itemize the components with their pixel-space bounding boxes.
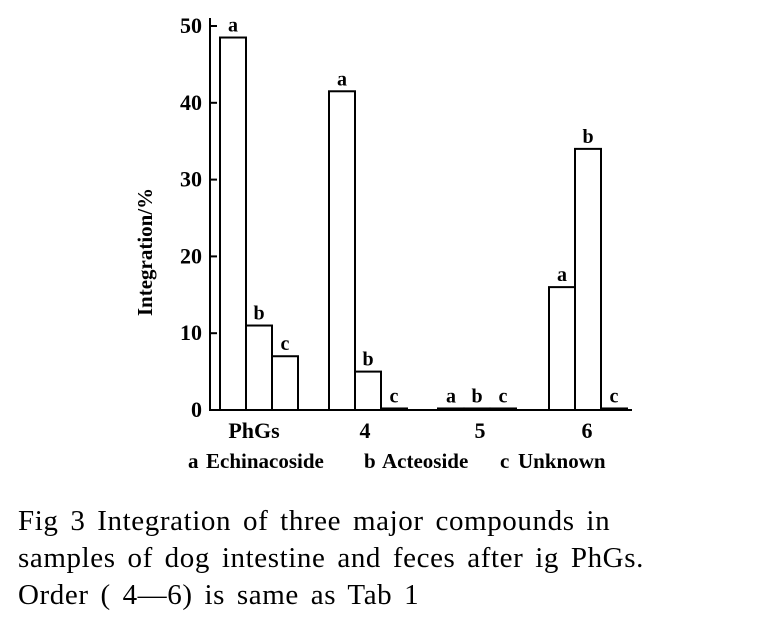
bar-a-6	[548, 286, 576, 411]
axes-group: PhGs 4 5 6 0 10 20 30 40 50	[180, 13, 632, 443]
y-axis-label: Integration/%	[133, 188, 157, 316]
bar-label-b-4: b	[362, 349, 373, 371]
bar-label-b-5: b	[471, 385, 482, 407]
bar-label-c-5: c	[499, 385, 508, 407]
bar-label-a-4: a	[337, 68, 347, 90]
bar-label-c-4: c	[390, 385, 399, 407]
caption-line-1: Fig 3 Integration of three major compoun…	[18, 505, 611, 537]
bar-a-4	[328, 90, 356, 411]
x-tick-label-5: 5	[475, 418, 486, 443]
bar-b-4	[354, 370, 382, 412]
bar-label-b-6: b	[582, 126, 593, 148]
y-tick-label-20: 20	[180, 243, 202, 268]
y-tick-label-0: 0	[191, 397, 202, 422]
bar-label-a-PhGs: a	[228, 15, 238, 37]
y-tick-label-40: 40	[180, 90, 202, 115]
bar-label-c-PhGs: c	[281, 333, 290, 355]
x-tick-label-PhGs: PhGs	[228, 418, 280, 443]
legend-label-b: Acteoside	[382, 449, 468, 473]
bar-a-PhGs	[219, 36, 247, 412]
bar-b-PhGs	[245, 324, 273, 411]
legend-key-c: c	[500, 449, 509, 473]
legend: a Echinacoside b Acteoside c Unknown	[188, 449, 606, 473]
x-tick-label-6: 6	[582, 418, 593, 443]
bar-c-PhGs	[271, 355, 299, 411]
bar-b-6	[574, 147, 602, 411]
bar-label-a-5: a	[446, 385, 456, 407]
bar-label-a-6: a	[557, 264, 567, 286]
bar-label-b-PhGs: b	[253, 303, 264, 325]
figure-caption: Fig 3 Integration of three major compoun…	[18, 503, 758, 614]
y-tick-label-30: 30	[180, 167, 202, 192]
y-tick-label-50: 50	[180, 13, 202, 38]
legend-label-c: Unknown	[518, 449, 606, 473]
legend-key-b: b	[364, 449, 376, 473]
caption-line-2: samples of dog intestine and feces after…	[18, 542, 644, 574]
y-tick-label-10: 10	[180, 320, 202, 345]
bar-label-c-6: c	[610, 385, 619, 407]
legend-key-a: a	[188, 449, 199, 473]
legend-label-a: Echinacoside	[206, 449, 324, 473]
caption-line-3: Order ( 4—6) is same as Tab 1	[18, 579, 420, 611]
x-tick-label-4: 4	[360, 418, 371, 443]
